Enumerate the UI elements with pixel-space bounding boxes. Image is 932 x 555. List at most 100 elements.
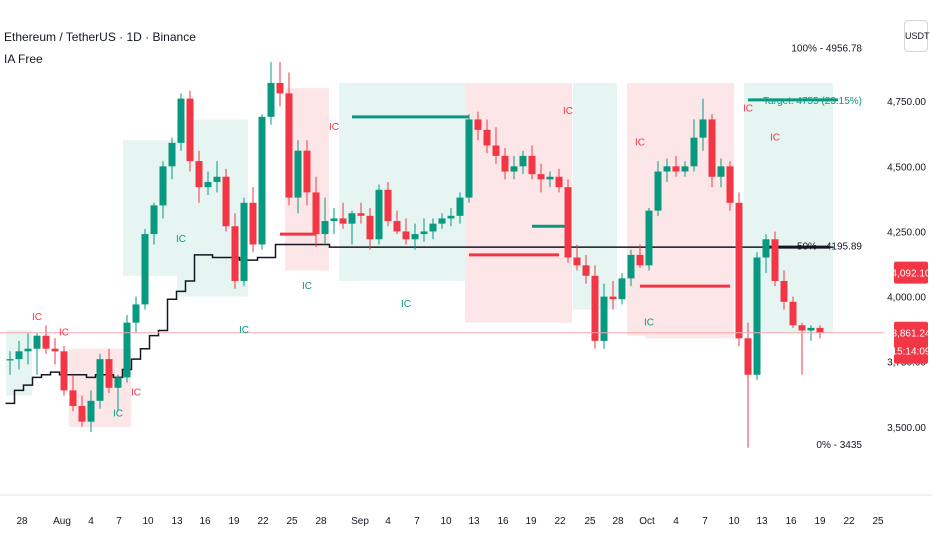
- candle-body[interactable]: [510, 166, 518, 172]
- candle-body[interactable]: [771, 239, 779, 281]
- candle-body[interactable]: [474, 119, 482, 130]
- candle-body[interactable]: [222, 176, 230, 227]
- candle-body[interactable]: [726, 166, 734, 203]
- candle-body[interactable]: [168, 142, 176, 167]
- candle-body[interactable]: [555, 176, 563, 188]
- candle-body[interactable]: [177, 98, 185, 143]
- candle-body[interactable]: [294, 150, 302, 198]
- candle-body[interactable]: [231, 226, 239, 281]
- candle-body[interactable]: [285, 93, 293, 198]
- candle-body[interactable]: [15, 351, 23, 360]
- candle-body[interactable]: [123, 322, 131, 378]
- candle-body[interactable]: [546, 176, 554, 180]
- candle-body[interactable]: [537, 174, 545, 180]
- candle-body[interactable]: [465, 119, 473, 198]
- x-tick-label: 28: [16, 516, 28, 527]
- candle-body[interactable]: [357, 213, 365, 216]
- candle-body[interactable]: [393, 221, 401, 232]
- candle-body[interactable]: [60, 351, 68, 391]
- candle-body[interactable]: [249, 202, 257, 245]
- indicator-name[interactable]: IA Free: [4, 52, 43, 66]
- candle-body[interactable]: [24, 348, 32, 352]
- candle-body[interactable]: [240, 202, 248, 281]
- candle-body[interactable]: [636, 254, 644, 266]
- candle-body[interactable]: [645, 210, 653, 266]
- candle-body[interactable]: [384, 189, 392, 222]
- candle-body[interactable]: [762, 239, 770, 258]
- candle-body[interactable]: [582, 265, 590, 276]
- candle-body[interactable]: [276, 82, 284, 94]
- candle-body[interactable]: [303, 150, 311, 193]
- level-label: 50% - 4195.89: [797, 242, 862, 253]
- candle-body[interactable]: [600, 296, 608, 341]
- candle-body[interactable]: [420, 231, 428, 235]
- candle-body[interactable]: [96, 359, 104, 401]
- candle-body[interactable]: [564, 187, 572, 258]
- candle-body[interactable]: [348, 213, 356, 224]
- candle-body[interactable]: [51, 348, 59, 352]
- candle-body[interactable]: [258, 116, 266, 245]
- candle-body[interactable]: [267, 82, 275, 117]
- candle-body[interactable]: [114, 377, 122, 388]
- candle-body[interactable]: [618, 278, 626, 300]
- candle-body[interactable]: [735, 202, 743, 339]
- candle-body[interactable]: [627, 254, 635, 279]
- candle-body[interactable]: [69, 390, 77, 407]
- candle-body[interactable]: [456, 197, 464, 216]
- candle-body[interactable]: [447, 215, 455, 219]
- candle-body[interactable]: [411, 234, 419, 240]
- candle-body[interactable]: [132, 304, 140, 323]
- candle-body[interactable]: [501, 155, 509, 172]
- candle-body[interactable]: [402, 231, 410, 240]
- candle-body[interactable]: [105, 359, 113, 388]
- candle-body[interactable]: [438, 218, 446, 224]
- candle-body[interactable]: [798, 325, 806, 331]
- candle-body[interactable]: [807, 327, 815, 331]
- candle-body[interactable]: [663, 166, 671, 172]
- candle-body[interactable]: [213, 176, 221, 182]
- candle-body[interactable]: [717, 166, 725, 177]
- candle-body[interactable]: [78, 406, 86, 422]
- candle-body[interactable]: [87, 400, 95, 422]
- candle-body[interactable]: [6, 359, 14, 361]
- ic-annotation: IC: [239, 325, 249, 336]
- candle-body[interactable]: [591, 275, 599, 341]
- currency-chip[interactable]: USDT: [904, 20, 930, 52]
- candle-body[interactable]: [159, 166, 167, 206]
- candle-body[interactable]: [141, 234, 149, 305]
- candle-body[interactable]: [33, 335, 41, 349]
- candle-body[interactable]: [816, 327, 824, 333]
- candle-body[interactable]: [708, 119, 716, 177]
- candle-body[interactable]: [195, 161, 203, 188]
- candle-body[interactable]: [690, 137, 698, 167]
- candle-body[interactable]: [753, 257, 761, 375]
- candle-body[interactable]: [375, 189, 383, 240]
- candle-body[interactable]: [321, 221, 329, 235]
- candle-body[interactable]: [780, 280, 788, 302]
- candle-body[interactable]: [429, 223, 437, 232]
- candle-body[interactable]: [699, 119, 707, 138]
- candle-body[interactable]: [654, 171, 662, 211]
- candle-body[interactable]: [609, 296, 617, 300]
- candle-body[interactable]: [672, 166, 680, 172]
- candle-body[interactable]: [789, 301, 797, 326]
- candle-body[interactable]: [483, 129, 491, 146]
- candle-body[interactable]: [186, 98, 194, 162]
- candle-body[interactable]: [42, 335, 50, 349]
- candle-body[interactable]: [681, 166, 689, 172]
- candle-body[interactable]: [528, 155, 536, 175]
- ic-annotation: IC: [743, 104, 753, 115]
- candle-body[interactable]: [204, 181, 212, 188]
- candle-body[interactable]: [339, 218, 347, 224]
- candle-body[interactable]: [573, 257, 581, 266]
- candle-body[interactable]: [150, 205, 158, 235]
- candle-body[interactable]: [519, 155, 527, 167]
- ic-annotation: IC: [32, 312, 42, 323]
- candle-body[interactable]: [366, 215, 374, 240]
- candle-body[interactable]: [492, 145, 500, 156]
- candle-body[interactable]: [330, 218, 338, 222]
- candle-body[interactable]: [312, 192, 320, 235]
- candle-body[interactable]: [744, 338, 752, 375]
- ic-annotation: IC: [113, 408, 123, 419]
